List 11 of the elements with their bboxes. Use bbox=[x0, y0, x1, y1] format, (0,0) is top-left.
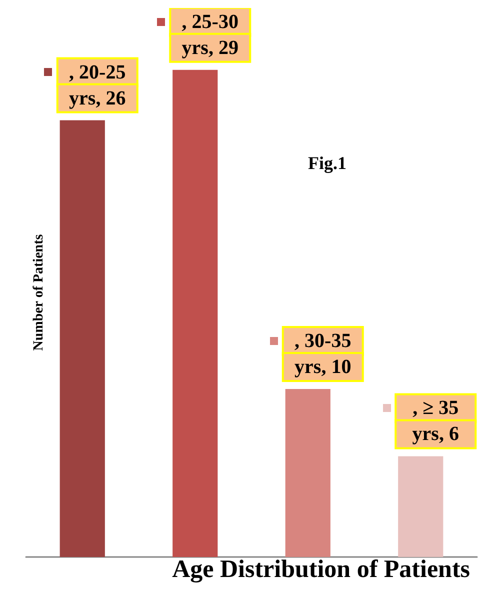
bar bbox=[60, 120, 105, 557]
data-label: , 30-35 yrs, 10 bbox=[294, 330, 352, 378]
data-label: , ≥ 35 yrs, 6 bbox=[412, 397, 459, 446]
bar bbox=[285, 389, 330, 557]
data-label: , 25-30 yrs, 29 bbox=[182, 10, 238, 59]
y-axis-title: Number of Patients bbox=[32, 234, 46, 351]
bar bbox=[172, 70, 218, 557]
text: Age Distribution of Patients bbox=[172, 556, 470, 583]
bar bbox=[398, 456, 444, 557]
annotation: Fig.1 bbox=[308, 153, 346, 173]
data-label: , 20-25 yrs, 26 bbox=[69, 61, 126, 110]
